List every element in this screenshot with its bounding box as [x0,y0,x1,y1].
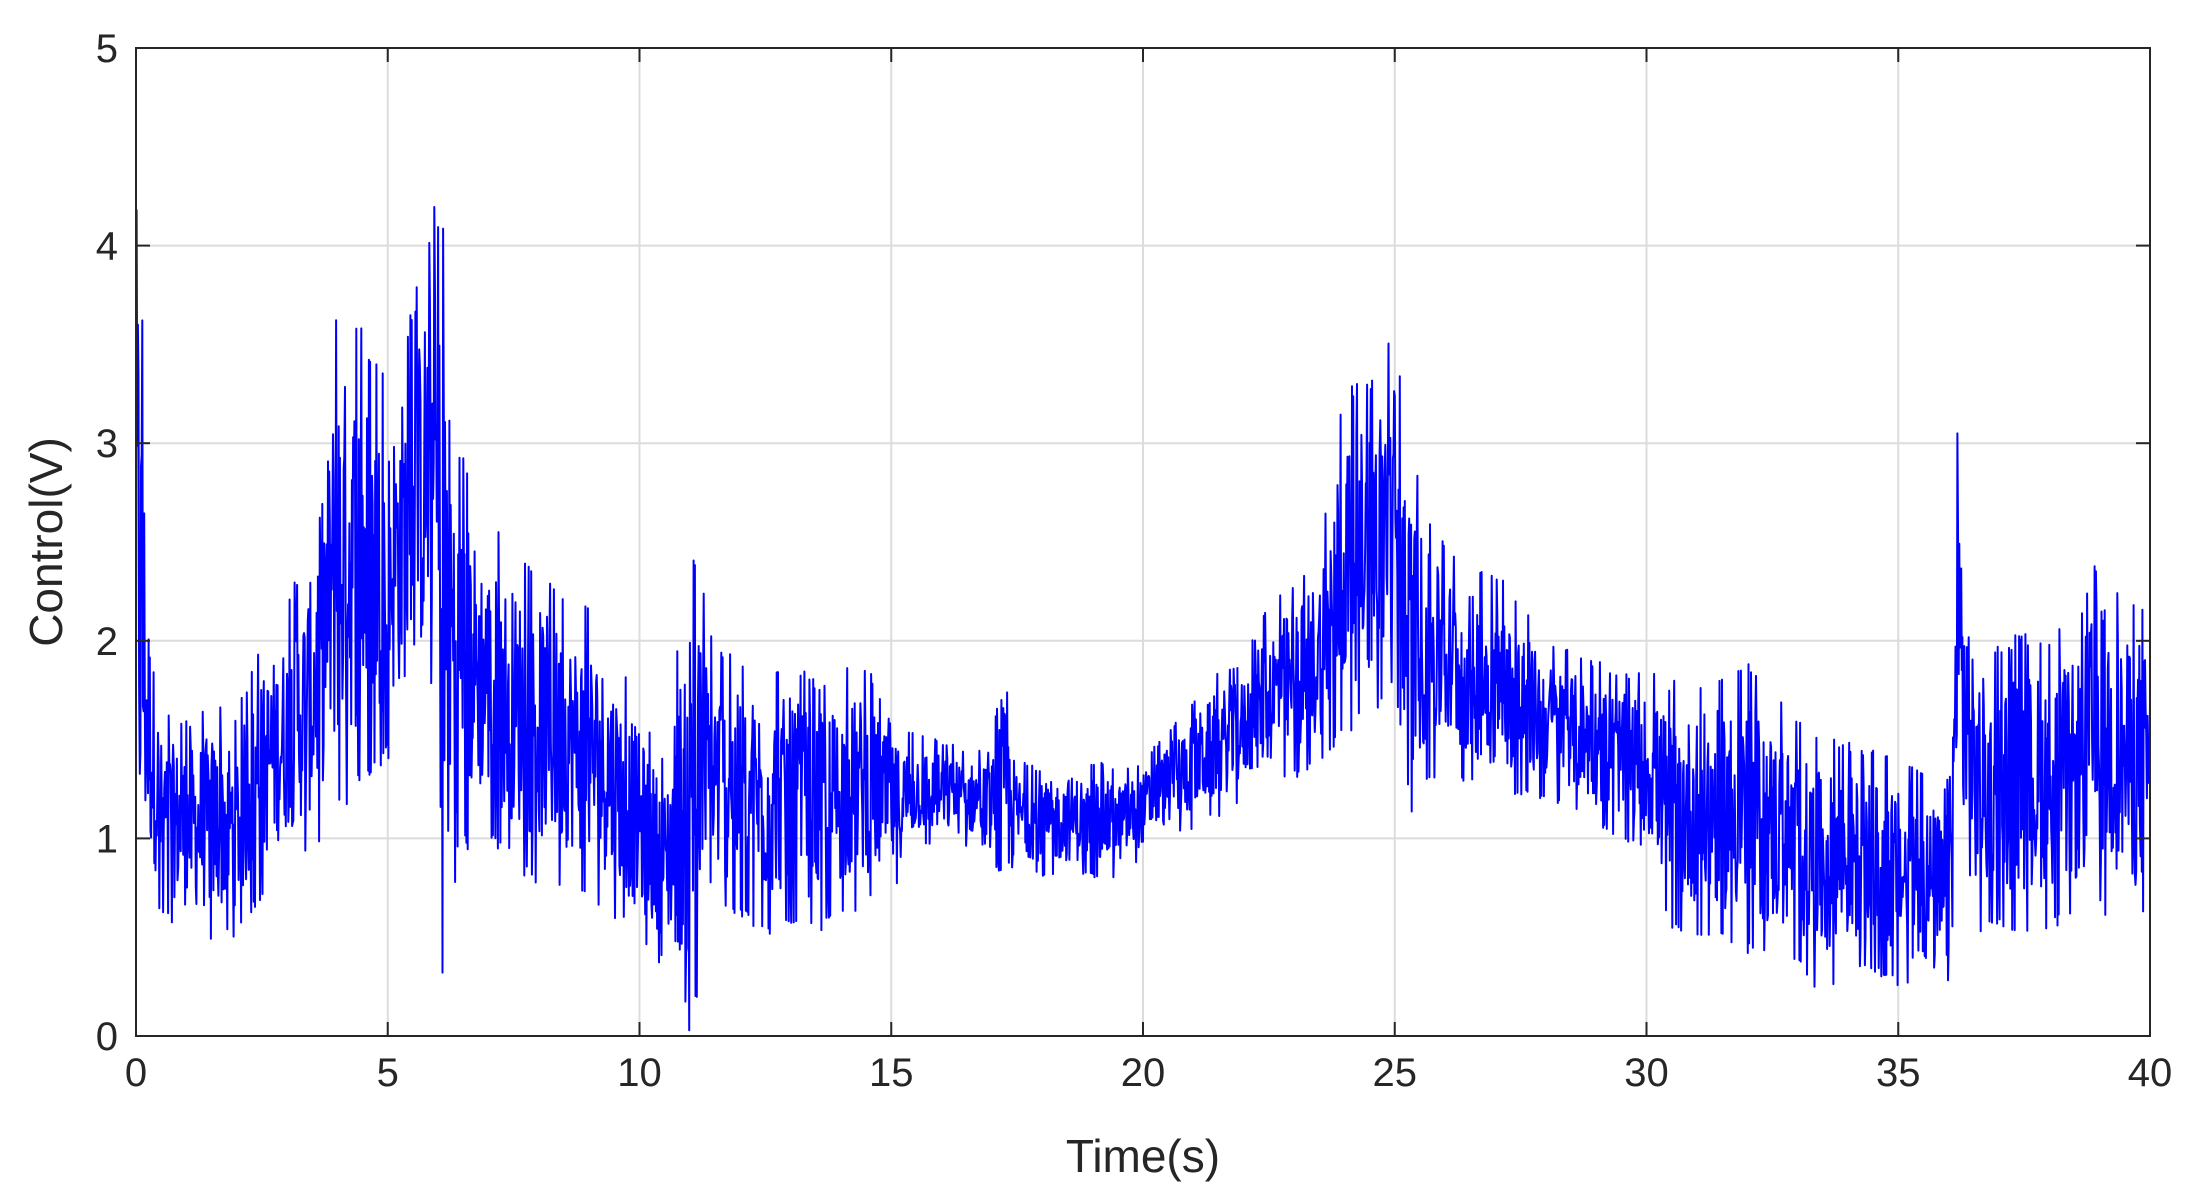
y-tick-label: 2 [96,620,118,664]
y-tick-label: 0 [96,1015,118,1059]
x-tick-label: 0 [125,1051,147,1095]
x-tick-label: 25 [1373,1051,1418,1095]
x-tick-label: 35 [1876,1051,1921,1095]
x-tick-label: 30 [1624,1051,1669,1095]
signal-line [135,206,2151,1032]
axis-ticks [135,47,2151,1037]
x-tick-labels: 0 5 10 15 20 25 30 35 40 [125,1051,2172,1095]
y-axis-label: Control(V) [20,437,72,647]
y-tick-label: 1 [96,817,118,861]
x-tick-label: 20 [1121,1051,1166,1095]
y-tick-label: 3 [96,422,118,466]
signal-line-layer [135,206,2151,1032]
x-tick-label: 10 [617,1051,662,1095]
x-tick-label: 5 [377,1051,399,1095]
x-axis-label: Time(s) [1066,1130,1220,1182]
y-tick-label: 4 [96,225,118,269]
x-tick-label: 40 [2128,1051,2173,1095]
x-tick-label: 15 [869,1051,914,1095]
y-tick-labels: 0 1 2 3 4 5 [96,27,118,1059]
y-tick-label: 5 [96,27,118,71]
